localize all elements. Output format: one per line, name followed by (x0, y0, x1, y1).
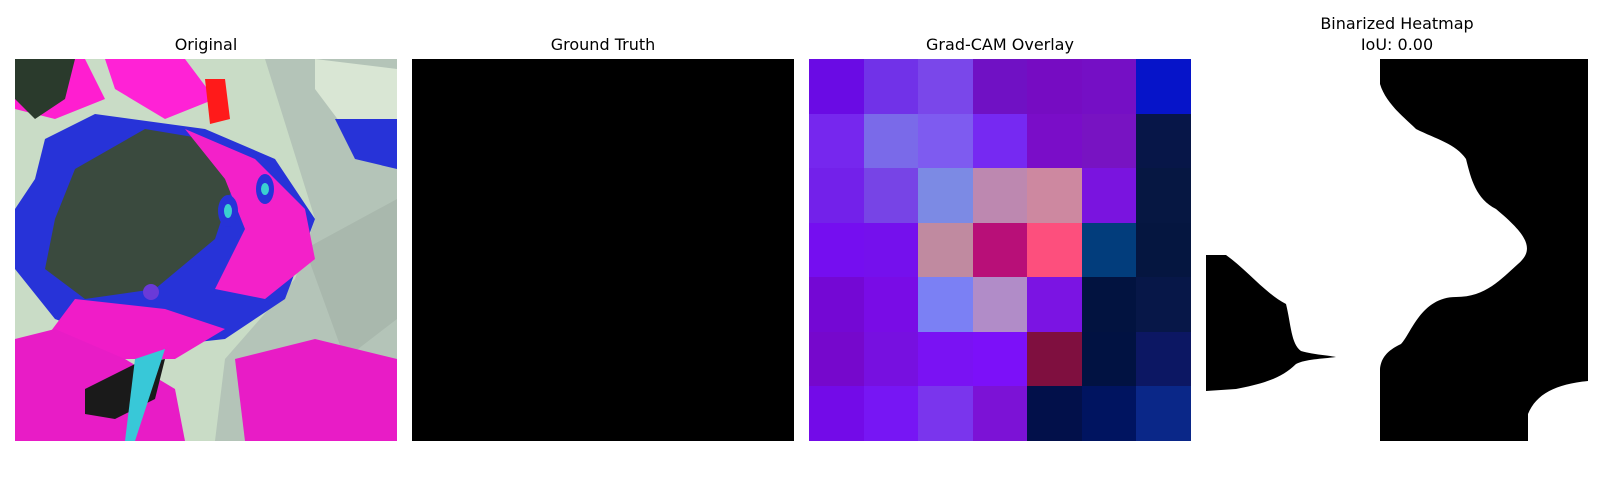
gradcam-cell (1136, 114, 1191, 168)
gradcam-cell (1136, 223, 1191, 277)
gradcam-cell (809, 168, 864, 223)
gradcam-cell (918, 277, 973, 332)
gradcam-cell (1027, 114, 1082, 168)
gradcam-cell (973, 168, 1027, 223)
panel-title: Ground Truth (550, 35, 656, 54)
gradcam-cell (864, 223, 918, 277)
gradcam-grid (809, 59, 1191, 441)
gradcam-cell (1082, 277, 1136, 332)
panel-subtitle: IoU: 0.00 (1360, 35, 1434, 54)
gradcam-cell (973, 277, 1027, 332)
gradcam-cell (973, 223, 1027, 277)
ground-truth-mask (412, 59, 794, 441)
gradcam-cell (1027, 277, 1082, 332)
gradcam-cell (809, 277, 864, 332)
gradcam-cell (918, 59, 973, 114)
gradcam-cell (918, 386, 973, 441)
panel-original: Original (15, 0, 397, 442)
gradcam-cell (864, 332, 918, 386)
gradcam-cell (1082, 114, 1136, 168)
gradcam-cell (1082, 223, 1136, 277)
panel-title: Original (174, 35, 238, 54)
gradcam-cell (1136, 332, 1191, 386)
gradcam-cell (1027, 168, 1082, 223)
gradcam-cell (809, 223, 864, 277)
gradcam-cell (1082, 386, 1136, 441)
gradcam-cell (1136, 386, 1191, 441)
gradcam-cell (864, 277, 918, 332)
gradcam-cell (973, 114, 1027, 168)
gradcam-cell (809, 59, 864, 114)
gradcam-cell (864, 114, 918, 168)
gradcam-cell (864, 59, 918, 114)
gradcam-cell (918, 168, 973, 223)
panel-title: Grad-CAM Overlay (926, 35, 1074, 54)
gradcam-cell (1136, 59, 1191, 114)
gradcam-cell (1136, 277, 1191, 332)
gradcam-cell (809, 332, 864, 386)
gradcam-cell (973, 386, 1027, 441)
gradcam-cell (809, 386, 864, 441)
gradcam-cell (918, 332, 973, 386)
original-image (15, 59, 397, 441)
panel-binarized-heatmap: Binarized Heatmap IoU: 0.00 (1206, 0, 1588, 442)
panel-ground-truth: Ground Truth (412, 0, 794, 442)
gradcam-cell (1027, 332, 1082, 386)
gradcam-cell (864, 386, 918, 441)
gradcam-cell (1082, 59, 1136, 114)
gradcam-cell (918, 114, 973, 168)
gradcam-cell (1027, 386, 1082, 441)
gradcam-overlay-image (809, 59, 1191, 441)
original-image-graphic (15, 59, 397, 441)
gradcam-cell (1136, 168, 1191, 223)
panel-gradcam-overlay: Grad-CAM Overlay (809, 0, 1191, 442)
panel-title: Binarized Heatmap (1320, 14, 1474, 33)
gradcam-cell (864, 168, 918, 223)
gradcam-cell (1027, 59, 1082, 114)
gradcam-cell (809, 114, 864, 168)
binarized-mask-graphic (1206, 59, 1588, 441)
gradcam-cell (1082, 332, 1136, 386)
gradcam-cell (1027, 223, 1082, 277)
gradcam-cell (973, 59, 1027, 114)
gradcam-cell (1082, 168, 1136, 223)
gradcam-cell (973, 332, 1027, 386)
gradcam-cell (918, 223, 973, 277)
binarized-mask (1206, 59, 1588, 441)
